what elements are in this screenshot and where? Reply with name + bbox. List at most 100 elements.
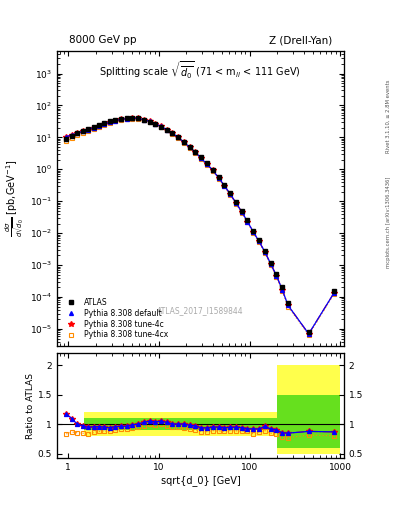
ATLAS xyxy=(245,218,250,224)
Pythia 8.308 tune-4cx xyxy=(228,191,232,198)
Pythia 8.308 default xyxy=(245,219,250,225)
Pythia 8.308 tune-4cx xyxy=(263,250,267,256)
Pythia 8.308 default xyxy=(108,119,112,125)
Pythia 8.308 tune-4cx xyxy=(130,116,135,122)
ATLAS xyxy=(274,271,279,277)
Pythia 8.308 tune-4c xyxy=(274,272,279,279)
Pythia 8.308 default xyxy=(274,272,279,279)
ATLAS xyxy=(141,117,146,123)
ATLAS xyxy=(130,115,135,121)
Pythia 8.308 default xyxy=(147,118,152,124)
Pythia 8.308 tune-4cx xyxy=(170,131,175,137)
ATLAS xyxy=(233,199,238,205)
Pythia 8.308 tune-4c xyxy=(124,116,129,122)
Pythia 8.308 tune-4c xyxy=(233,200,238,206)
Pythia 8.308 tune-4c xyxy=(108,119,112,125)
Line: Pythia 8.308 default: Pythia 8.308 default xyxy=(64,116,336,336)
Pythia 8.308 default xyxy=(153,120,158,126)
Pythia 8.308 tune-4cx xyxy=(216,176,221,182)
Pythia 8.308 tune-4cx xyxy=(251,230,255,236)
Pythia 8.308 tune-4cx xyxy=(124,116,129,122)
Pythia 8.308 tune-4cx xyxy=(307,332,311,338)
Pythia 8.308 tune-4c xyxy=(331,290,336,296)
Pythia 8.308 default xyxy=(205,161,209,167)
ATLAS xyxy=(205,160,209,166)
Pythia 8.308 default xyxy=(141,117,146,123)
ATLAS xyxy=(176,134,180,140)
Pythia 8.308 default xyxy=(280,287,285,293)
Pythia 8.308 tune-4c xyxy=(182,139,186,145)
Pythia 8.308 tune-4c xyxy=(153,120,158,126)
ATLAS xyxy=(86,126,90,132)
Pythia 8.308 tune-4cx xyxy=(233,201,238,207)
Text: Rivet 3.1.10, ≥ 2.8M events: Rivet 3.1.10, ≥ 2.8M events xyxy=(386,79,391,153)
X-axis label: sqrt{d_0} [GeV]: sqrt{d_0} [GeV] xyxy=(161,475,240,486)
Pythia 8.308 default xyxy=(239,208,244,215)
Pythia 8.308 tune-4c xyxy=(210,167,215,174)
Pythia 8.308 default xyxy=(263,249,267,255)
ATLAS xyxy=(193,149,198,155)
Pythia 8.308 default xyxy=(286,302,290,308)
Pythia 8.308 tune-4c xyxy=(164,126,169,133)
Pythia 8.308 tune-4cx xyxy=(108,120,112,126)
Line: ATLAS: ATLAS xyxy=(64,116,336,334)
ATLAS xyxy=(97,122,102,129)
Pythia 8.308 tune-4c xyxy=(81,128,85,134)
Pythia 8.308 tune-4cx xyxy=(164,127,169,134)
Pythia 8.308 tune-4cx xyxy=(187,145,192,151)
Pythia 8.308 tune-4c xyxy=(136,115,141,121)
Pythia 8.308 tune-4cx xyxy=(239,209,244,216)
Pythia 8.308 default xyxy=(307,331,311,337)
Pythia 8.308 tune-4c xyxy=(70,132,74,138)
Pythia 8.308 tune-4cx xyxy=(75,133,79,139)
Pythia 8.308 default xyxy=(257,239,261,245)
Pythia 8.308 tune-4c xyxy=(147,118,152,124)
ATLAS xyxy=(307,329,311,335)
Pythia 8.308 tune-4c xyxy=(205,161,209,167)
Pythia 8.308 default xyxy=(70,132,74,138)
Pythia 8.308 default xyxy=(118,116,123,122)
Pythia 8.308 tune-4c xyxy=(141,117,146,123)
Pythia 8.308 default xyxy=(210,167,215,174)
Pythia 8.308 tune-4cx xyxy=(141,117,146,123)
Pythia 8.308 tune-4c xyxy=(158,123,163,130)
Pythia 8.308 tune-4c xyxy=(280,287,285,293)
Pythia 8.308 tune-4cx xyxy=(286,304,290,310)
ATLAS xyxy=(239,208,244,214)
ATLAS xyxy=(331,288,336,294)
ATLAS xyxy=(64,136,69,142)
ATLAS xyxy=(210,166,215,173)
Pythia 8.308 tune-4cx xyxy=(182,140,186,146)
Y-axis label: Ratio to ATLAS: Ratio to ATLAS xyxy=(26,373,35,439)
Pythia 8.308 tune-4c xyxy=(187,144,192,151)
ATLAS xyxy=(280,284,285,290)
Pythia 8.308 default xyxy=(81,128,85,134)
Pythia 8.308 tune-4c xyxy=(228,191,232,197)
Pythia 8.308 default xyxy=(199,155,204,161)
Pythia 8.308 default xyxy=(97,123,102,129)
Pythia 8.308 tune-4cx xyxy=(205,162,209,168)
Pythia 8.308 tune-4cx xyxy=(280,288,285,294)
Pythia 8.308 tune-4cx xyxy=(102,122,107,128)
Line: Pythia 8.308 tune-4cx: Pythia 8.308 tune-4cx xyxy=(64,117,336,337)
ATLAS xyxy=(286,300,290,306)
Pythia 8.308 default xyxy=(124,116,129,122)
ATLAS xyxy=(158,124,163,130)
Pythia 8.308 tune-4c xyxy=(130,115,135,121)
Pythia 8.308 tune-4cx xyxy=(222,183,227,189)
Pythia 8.308 default xyxy=(130,115,135,121)
Pythia 8.308 default xyxy=(136,115,141,121)
Pythia 8.308 default xyxy=(75,130,79,136)
Pythia 8.308 tune-4c xyxy=(239,208,244,215)
ATLAS xyxy=(136,115,141,121)
ATLAS xyxy=(222,182,227,188)
ATLAS xyxy=(263,248,267,254)
Pythia 8.308 tune-4cx xyxy=(268,262,273,268)
Pythia 8.308 tune-4cx xyxy=(153,121,158,127)
Pythia 8.308 tune-4cx xyxy=(86,128,90,134)
Pythia 8.308 tune-4cx xyxy=(245,219,250,225)
Pythia 8.308 tune-4cx xyxy=(199,156,204,162)
Pythia 8.308 default xyxy=(176,134,180,140)
Legend: ATLAS, Pythia 8.308 default, Pythia 8.308 tune-4c, Pythia 8.308 tune-4cx: ATLAS, Pythia 8.308 default, Pythia 8.30… xyxy=(61,295,170,342)
Pythia 8.308 default xyxy=(216,175,221,181)
